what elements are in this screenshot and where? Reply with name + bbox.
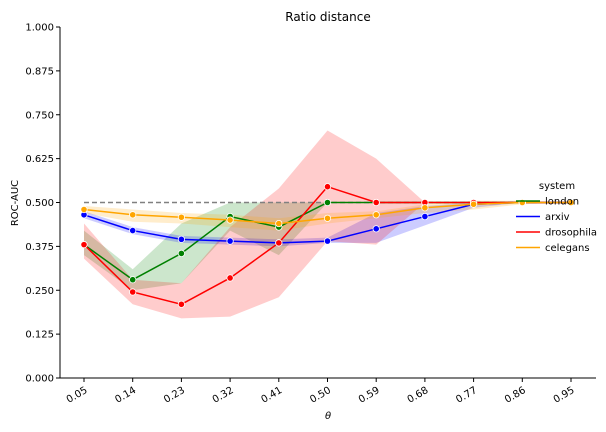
celegans-point [372, 211, 380, 219]
drosophila-band [84, 130, 571, 319]
y-tick-label: 0.625 [25, 154, 54, 165]
x-tick-label: 0.77 [454, 385, 479, 406]
legend-label-arxiv: arxiv [545, 212, 570, 223]
drosophila-point [275, 239, 283, 247]
y-tick-label: 0.250 [25, 286, 54, 297]
london-point [129, 276, 137, 284]
y-tick-label: 1.000 [25, 23, 54, 34]
x-tick-label: 0.50 [308, 385, 333, 406]
celegans-point [469, 200, 478, 208]
drosophila-point [80, 241, 88, 249]
legend-label-celegans: celegans [545, 243, 590, 254]
drosophila-point [323, 183, 332, 191]
x-tick-label: 0.23 [162, 385, 187, 406]
x-tick-label: 0.32 [211, 385, 236, 406]
x-tick-label: 0.68 [406, 385, 431, 406]
celegans-point [129, 211, 137, 219]
london-band [84, 202, 571, 291]
x-tick-label: 0.14 [113, 385, 138, 406]
celegans-point [567, 198, 575, 207]
y-tick-label: 0.125 [25, 330, 54, 341]
y-tick-label: 0.875 [25, 66, 54, 77]
y-tick-label: 0.750 [25, 110, 54, 121]
london-point [323, 198, 332, 207]
y-tick-label: 0.000 [25, 374, 54, 385]
x-tick-label: 0.41 [260, 385, 285, 406]
celegans-point [80, 205, 88, 214]
y-ticks: 0.000 0.125 0.250 0.375 0.500 0.625 0.750 0.875… [25, 23, 60, 385]
arxiv-band [84, 202, 571, 247]
x-tick-label: 0.95 [552, 385, 577, 406]
arxiv-point [421, 212, 429, 221]
arxiv-point [129, 226, 137, 235]
celegans-point [226, 216, 234, 224]
series-markers [80, 183, 575, 308]
confidence-bands [84, 130, 571, 319]
x-tick-label: 0.59 [357, 385, 382, 406]
y-tick-label: 0.500 [25, 198, 54, 209]
y-axis-label: ROC-AUC [10, 180, 21, 226]
london-point [177, 249, 185, 257]
celegans-point [421, 204, 429, 212]
legend-label-london: london [545, 197, 579, 208]
drosophila-point [177, 300, 185, 308]
arxiv-point [177, 235, 185, 243]
drosophila-point [129, 288, 137, 296]
legend-label-drosophila: drosophila [545, 228, 597, 239]
arxiv-point [226, 237, 234, 245]
x-ticks: 0.05 0.14 0.23 0.32 0.41 0.50 0.59 0.68 0.77 0.86… [65, 378, 577, 406]
x-axis-label: θ [325, 411, 331, 422]
y-tick-label: 0.375 [25, 242, 54, 253]
arxiv-point [372, 225, 380, 233]
celegans-point [177, 213, 185, 221]
drosophila-point [226, 274, 234, 282]
x-tick-label: 0.05 [65, 385, 90, 406]
celegans-point [275, 219, 283, 228]
drosophila-point [372, 198, 380, 207]
legend-title: system [539, 181, 575, 192]
arxiv-point [323, 237, 332, 245]
celegans-point [323, 214, 332, 222]
x-tick-label: 0.86 [503, 385, 528, 406]
chart-title: Ratio distance [285, 10, 370, 24]
legend: system london arxiv drosophila celegans [516, 181, 597, 254]
